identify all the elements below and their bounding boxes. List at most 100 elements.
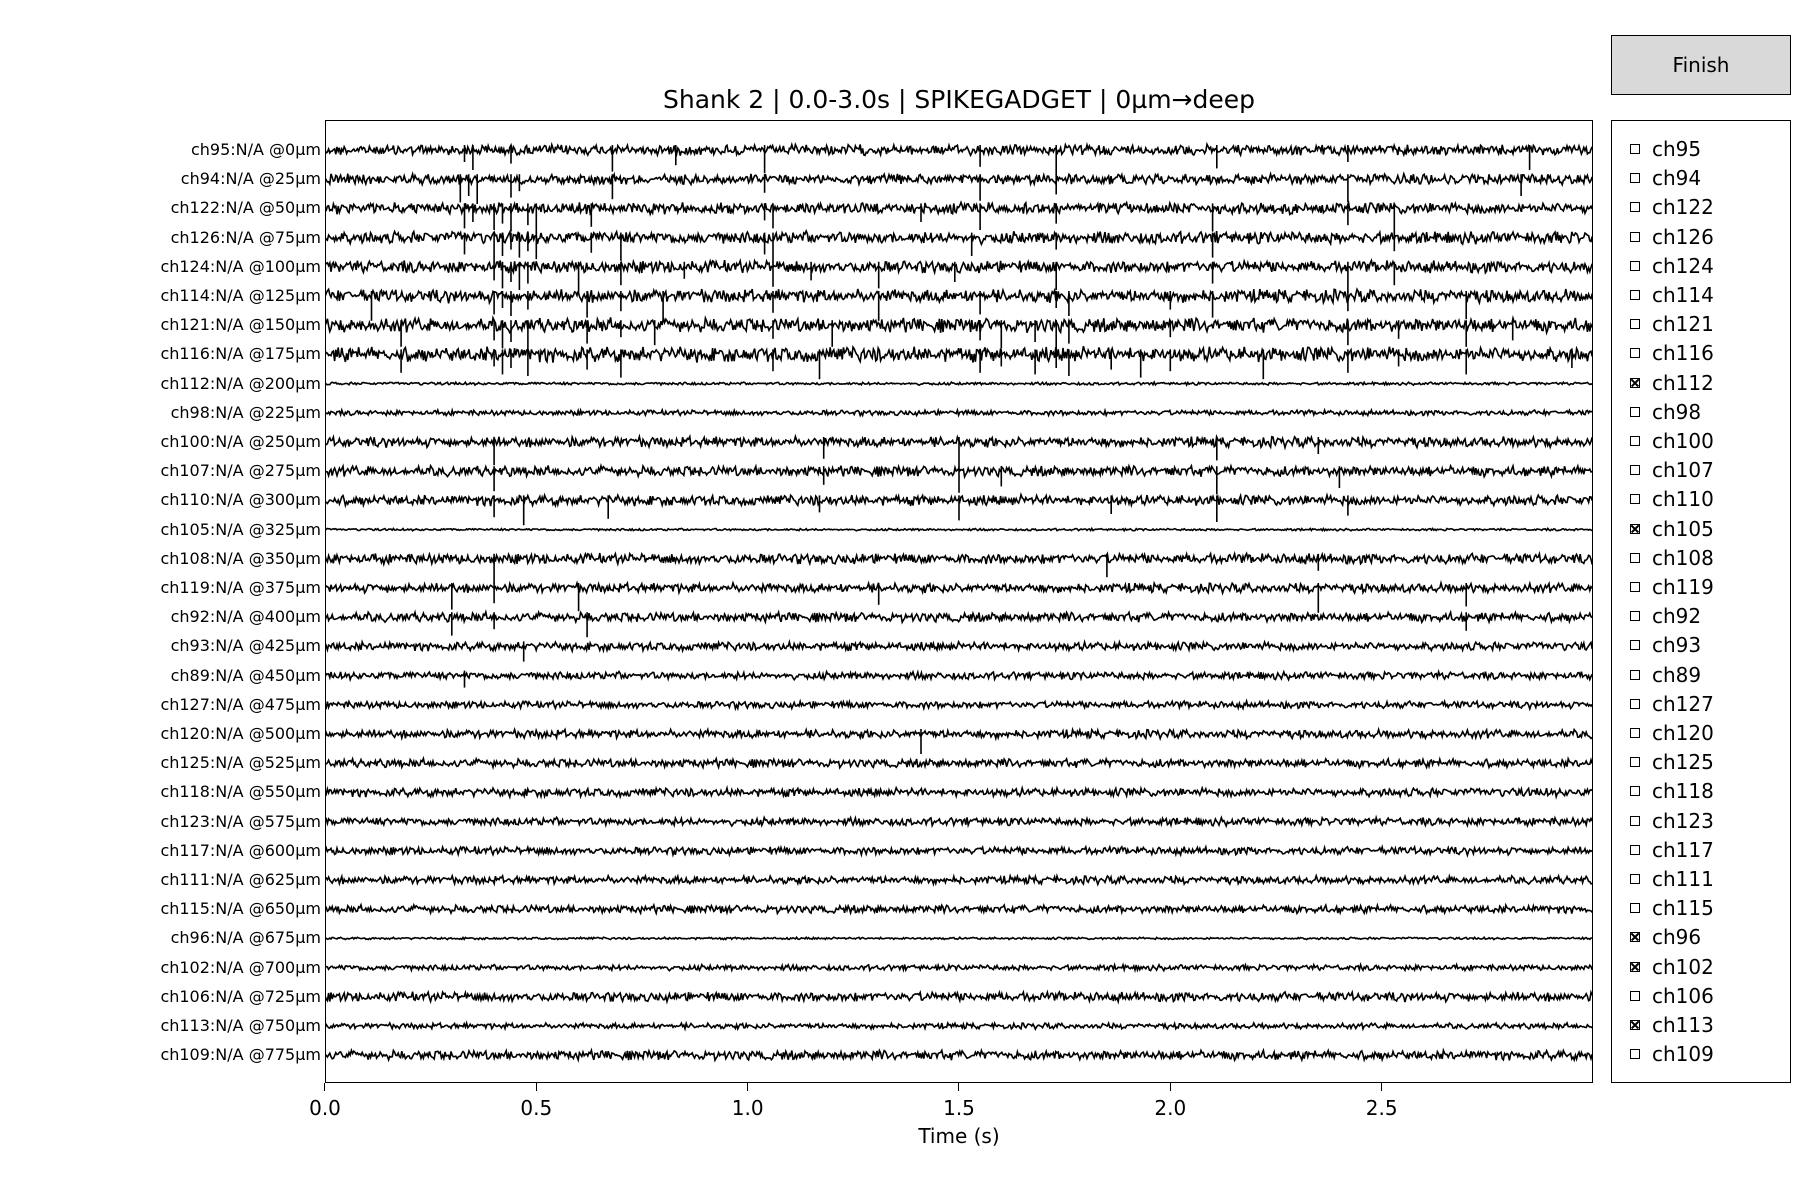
x-tick-label: 0.0 — [309, 1096, 341, 1120]
channel-checkbox-ch114[interactable]: ch114 — [1630, 282, 1714, 308]
checkbox-unchecked-icon[interactable] — [1630, 903, 1640, 914]
checkbox-label: ch108 — [1652, 545, 1714, 570]
checkbox-unchecked-icon[interactable] — [1630, 260, 1640, 271]
checkbox-label: ch111 — [1652, 867, 1714, 891]
channel-row-label: ch96:N/A @675µm — [170, 928, 321, 948]
checkbox-label: ch109 — [1652, 1042, 1714, 1067]
checkbox-label: ch125 — [1652, 750, 1714, 775]
channel-checkbox-ch89[interactable]: ch89 — [1630, 662, 1701, 688]
checkbox-unchecked-icon[interactable] — [1630, 640, 1640, 651]
checkbox-unchecked-icon[interactable] — [1630, 406, 1640, 417]
channel-row-label: ch119:N/A @375µm — [160, 578, 321, 597]
trace-22 — [325, 755, 1593, 771]
trace-24 — [325, 814, 1593, 829]
channel-checkbox-ch125[interactable]: ch125 — [1630, 749, 1714, 775]
checkbox-unchecked-icon[interactable] — [1630, 552, 1640, 563]
channel-checkbox-ch102[interactable]: ch102 — [1630, 954, 1714, 980]
channel-checkbox-ch95[interactable]: ch95 — [1630, 136, 1701, 162]
checkbox-checked-icon[interactable] — [1630, 932, 1640, 943]
channel-checkbox-ch115[interactable]: ch115 — [1630, 895, 1714, 921]
checkbox-unchecked-icon[interactable] — [1630, 144, 1640, 154]
checkbox-label: ch89 — [1652, 662, 1702, 687]
checkbox-unchecked-icon[interactable] — [1630, 231, 1640, 242]
channel-checkbox-ch111[interactable]: ch111 — [1630, 866, 1714, 892]
channel-checkbox-ch118[interactable]: ch118 — [1630, 778, 1714, 804]
channel-checkbox-ch107[interactable]: ch107 — [1630, 457, 1714, 483]
channel-row-label: ch123:N/A @575µm — [160, 811, 321, 831]
trace-plot-area[interactable] — [325, 120, 1593, 1083]
checkbox-checked-icon[interactable] — [1630, 1020, 1640, 1030]
channel-checkbox-ch98[interactable]: ch98 — [1630, 399, 1701, 425]
channel-checkbox-ch112[interactable]: ch112 — [1630, 370, 1714, 396]
trace-21 — [325, 726, 1593, 742]
channel-checkbox-ch126[interactable]: ch126 — [1630, 224, 1714, 250]
channel-checkbox-ch123[interactable]: ch123 — [1630, 808, 1714, 834]
plot-frame-left — [325, 120, 326, 1083]
checkbox-unchecked-icon[interactable] — [1630, 757, 1640, 768]
checkbox-unchecked-icon[interactable] — [1630, 319, 1640, 330]
checkbox-unchecked-icon[interactable] — [1630, 1049, 1640, 1060]
checkbox-unchecked-icon[interactable] — [1630, 990, 1640, 1001]
channel-checkbox-ch106[interactable]: ch106 — [1630, 983, 1714, 1009]
checkbox-unchecked-icon[interactable] — [1630, 582, 1640, 592]
trace-25 — [325, 844, 1593, 858]
checkbox-label: ch98 — [1652, 399, 1702, 424]
checkbox-unchecked-icon[interactable] — [1630, 844, 1640, 855]
plot-frame-top — [325, 120, 1593, 121]
channel-checkbox-ch120[interactable]: ch120 — [1630, 720, 1714, 746]
trace-9 — [325, 380, 1593, 387]
channel-checkbox-ch110[interactable]: ch110 — [1630, 486, 1714, 512]
checkbox-label: ch115 — [1652, 896, 1714, 921]
checkbox-unchecked-icon[interactable] — [1630, 728, 1640, 738]
channel-checkbox-ch108[interactable]: ch108 — [1630, 545, 1714, 571]
finish-button[interactable]: Finish — [1611, 35, 1791, 95]
plot-title: Shank 2 | 0.0-3.0s | SPIKEGADGET | 0µm→d… — [662, 85, 1255, 114]
checkbox-label: ch96 — [1652, 925, 1702, 950]
checkbox-label: ch100 — [1652, 429, 1714, 453]
channel-checkbox-ch116[interactable]: ch116 — [1630, 340, 1714, 366]
channel-checkbox-ch94[interactable]: ch94 — [1630, 165, 1701, 191]
channel-checkbox-ch124[interactable]: ch124 — [1630, 253, 1714, 279]
channel-checkbox-ch117[interactable]: ch117 — [1630, 837, 1714, 863]
channel-checkbox-ch119[interactable]: ch119 — [1630, 574, 1714, 600]
channel-checkbox-ch109[interactable]: ch109 — [1630, 1041, 1714, 1067]
channel-checkbox-ch92[interactable]: ch92 — [1630, 603, 1701, 629]
channel-checkbox-ch127[interactable]: ch127 — [1630, 691, 1714, 717]
checkbox-unchecked-icon[interactable] — [1630, 815, 1640, 826]
checkbox-checked-icon[interactable] — [1630, 961, 1640, 972]
trace-26 — [325, 872, 1593, 887]
channel-row-label: ch116:N/A @175µm — [160, 344, 321, 364]
trace-5 — [325, 257, 1593, 276]
checkbox-unchecked-icon[interactable] — [1630, 465, 1640, 476]
checkbox-unchecked-icon[interactable] — [1630, 348, 1640, 359]
channel-row-label: ch89:N/A @450µm — [170, 665, 321, 685]
channel-row-label: ch114:N/A @125µm — [160, 286, 321, 305]
channel-checkbox-ch93[interactable]: ch93 — [1630, 632, 1701, 658]
channel-checkbox-ch96[interactable]: ch96 — [1630, 924, 1701, 950]
checkbox-unchecked-icon[interactable] — [1630, 611, 1640, 622]
checkbox-unchecked-icon[interactable] — [1630, 786, 1640, 797]
checkbox-label: ch107 — [1652, 458, 1714, 483]
checkbox-unchecked-icon[interactable] — [1630, 669, 1640, 680]
channel-checkbox-ch113[interactable]: ch113 — [1630, 1012, 1714, 1038]
channel-checkbox-ch121[interactable]: ch121 — [1630, 311, 1714, 337]
checkbox-unchecked-icon[interactable] — [1630, 874, 1640, 884]
trace-17 — [325, 608, 1593, 625]
checkbox-unchecked-icon[interactable] — [1630, 202, 1640, 213]
checkbox-label: ch117 — [1652, 837, 1714, 862]
checkbox-label: ch113 — [1652, 1013, 1714, 1037]
trace-16 — [325, 579, 1593, 596]
channel-checkbox-ch122[interactable]: ch122 — [1630, 194, 1714, 220]
channel-checkbox-ch105[interactable]: ch105 — [1630, 516, 1714, 542]
checkbox-unchecked-icon[interactable] — [1630, 290, 1640, 300]
checkbox-checked-icon[interactable] — [1630, 377, 1640, 388]
channel-checkbox-ch100[interactable]: ch100 — [1630, 428, 1714, 454]
checkbox-unchecked-icon[interactable] — [1630, 173, 1640, 184]
checkbox-unchecked-icon[interactable] — [1630, 436, 1640, 446]
checkbox-checked-icon[interactable] — [1630, 523, 1640, 534]
plot-frame-bottom — [325, 1082, 1593, 1083]
checkbox-unchecked-icon[interactable] — [1630, 698, 1640, 709]
checkbox-unchecked-icon[interactable] — [1630, 494, 1640, 505]
channel-row-label: ch118:N/A @550µm — [160, 782, 321, 802]
channel-row-label: ch92:N/A @400µm — [170, 607, 321, 627]
